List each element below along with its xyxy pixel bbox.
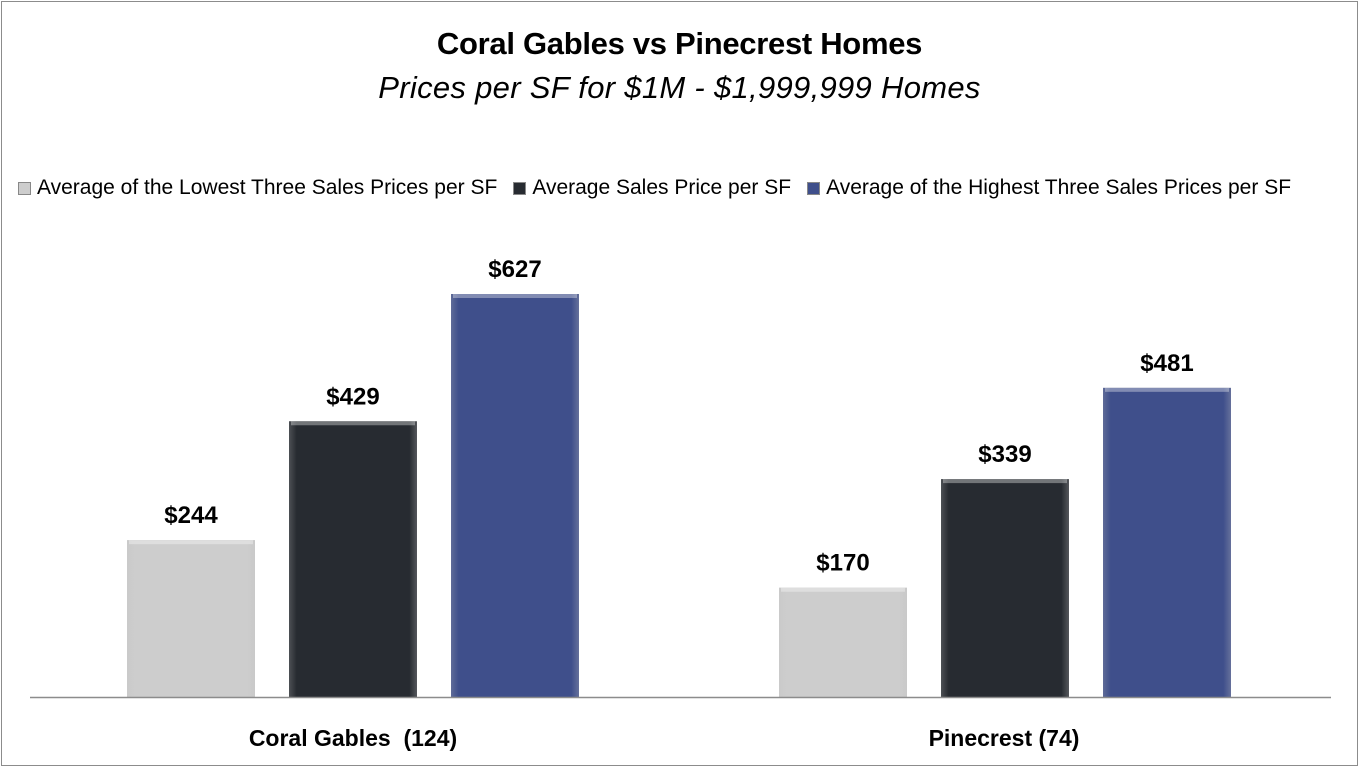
bar-pinecrest-lowest xyxy=(779,587,907,697)
legend-item-average: Average Sales Price per SF xyxy=(513,176,791,200)
bar-highlight-coral-gables-lowest xyxy=(129,540,253,545)
bar-coral-gables-average xyxy=(289,421,417,697)
data-label-coral-gables-lowest: $244 xyxy=(164,502,218,529)
bar-coral-gables-lowest xyxy=(127,540,255,697)
chart-title: Coral Gables vs Pinecrest Homes xyxy=(436,26,923,61)
category-label-pinecrest: Pinecrest (74) xyxy=(929,725,1080,751)
data-label-coral-gables-average: $429 xyxy=(326,383,379,410)
legend: Average of the Lowest Three Sales Prices… xyxy=(18,174,1307,202)
data-label-pinecrest-lowest: $170 xyxy=(816,550,869,577)
bar-pinecrest-highest xyxy=(1103,387,1231,697)
legend-item-lowest: Average of the Lowest Three Sales Prices… xyxy=(18,176,497,200)
legend-swatch-average xyxy=(513,181,527,195)
bar-coral-gables-highest xyxy=(451,294,579,697)
bar-highlight-pinecrest-average xyxy=(943,479,1067,484)
legend-label-average: Average Sales Price per SF xyxy=(532,176,792,199)
bar-highlight-coral-gables-average xyxy=(291,421,415,426)
legend-swatch-lowest xyxy=(18,181,31,195)
bar-highlight-pinecrest-lowest xyxy=(781,587,905,592)
category-label-coral-gables: Coral Gables (124) xyxy=(249,725,457,751)
data-label-pinecrest-highest: $481 xyxy=(1140,350,1193,377)
data-label-pinecrest-average: $339 xyxy=(978,441,1031,468)
legend-label-highest: Average of the Highest Three Sales Price… xyxy=(826,176,1292,199)
legend-swatch-highest xyxy=(807,181,821,195)
chart-subtitle: Prices per SF for $1M - $1,999,999 Homes xyxy=(378,70,981,105)
bar-highlight-coral-gables-highest xyxy=(453,294,577,298)
legend-item-highest: Average of the Highest Three Sales Price… xyxy=(807,176,1291,200)
data-label-coral-gables-highest: $627 xyxy=(488,256,541,283)
bar-highlight-pinecrest-highest xyxy=(1105,387,1229,392)
bar-pinecrest-average xyxy=(941,479,1069,697)
legend-label-lowest: Average of the Lowest Three Sales Prices… xyxy=(37,176,498,199)
